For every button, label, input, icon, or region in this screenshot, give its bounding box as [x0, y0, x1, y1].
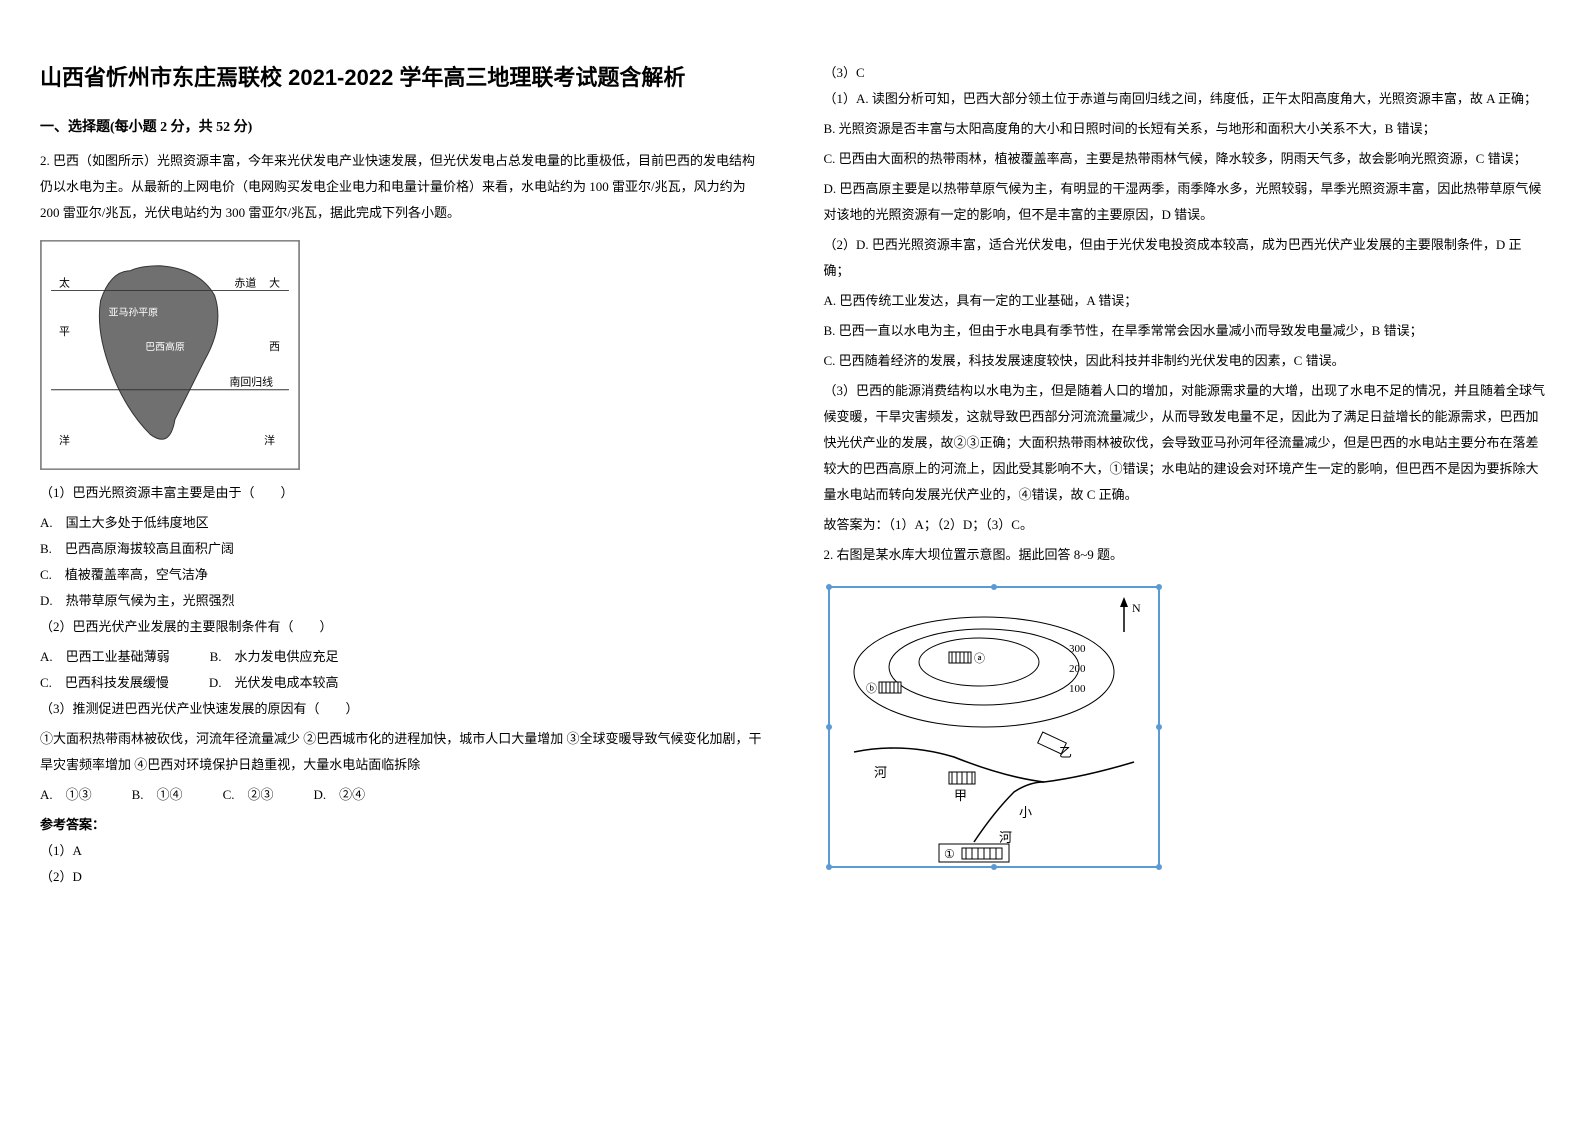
document-title: 山西省忻州市东庄焉联校 2021-2022 学年高三地理联考试题含解析 — [40, 60, 764, 92]
answer-1: （1）A — [40, 838, 764, 864]
contour-300: 300 — [1069, 643, 1086, 655]
sub-question-1: （1）巴西光照资源丰富主要是由于（ ） — [40, 480, 764, 506]
explanation-1b: B. 光照资源是否丰富与太阳高度角的大小和日照时间的长短有关系，与地形和面积大小… — [824, 116, 1548, 142]
explanation-1c: C. 巴西由大面积的热带雨林，植被覆盖率高，主要是热带雨林气候，降水较多，阴雨天… — [824, 146, 1548, 172]
explanation-final: 故答案为：（1）A；（2）D；（3）C。 — [824, 512, 1548, 538]
explanation-2c: C. 巴西随着经济的发展，科技发展速度较快，因此科技并非制约光伏发电的因素，C … — [824, 348, 1548, 374]
explanation-1a: （1）A. 读图分析可知，巴西大部分领土位于赤道与南回归线之间，纬度低，正午太阳… — [824, 86, 1548, 112]
marker-b — [879, 682, 901, 693]
option-3c: C. ②③ — [223, 782, 274, 808]
river-label-3: 河 — [999, 830, 1012, 845]
brazil-map-figure: 赤道 大 南回归线 西 亚马孙平原 巴西高原 太 平 洋 洋 — [40, 240, 300, 470]
river-label-1: 河 — [874, 765, 887, 780]
option-1a: A. 国土大多处于低纬度地区 — [40, 510, 764, 536]
marker-a-label: ⓐ — [974, 652, 985, 665]
explanation-1d: D. 巴西高原主要是以热带草原气候为主，有明显的干湿两季，雨季降水多，光照较弱，… — [824, 176, 1548, 228]
explanation-3: （3）巴西的能源消费结构以水电为主，但是随着人口的增加，对能源需求量的大增，出现… — [824, 378, 1548, 508]
highland-label: 巴西高原 — [145, 340, 185, 353]
north-label: N — [1132, 601, 1141, 615]
pacific-label-top: 太 — [59, 277, 70, 290]
river-label-2: 小 — [1019, 805, 1032, 820]
option-2b: B. 水力发电供应充足 — [210, 644, 339, 670]
contour-200: 200 — [1069, 663, 1086, 675]
right-column: （3）C （1）A. 读图分析可知，巴西大部分领土位于赤道与南回归线之间，纬度低… — [824, 60, 1548, 1062]
option-3b: B. ①④ — [132, 782, 183, 808]
equator-label: 赤道 — [234, 276, 256, 290]
option-2c: C. 巴西科技发展缓慢 — [40, 670, 169, 696]
sub-question-3: （3）推测促进巴西光伏产业快速发展的原因有（ ） — [40, 696, 764, 722]
question-intro: 2. 巴西（如图所示）光照资源丰富，今年来光伏发电产业快速发展，但光伏发电占总发… — [40, 148, 764, 226]
option-2d: D. 光伏发电成本较高 — [209, 670, 339, 696]
explanation-2a: A. 巴西传统工业发达，具有一定的工业基础，A 错误； — [824, 288, 1548, 314]
marker-a — [949, 652, 971, 663]
explanation-2d: （2）D. 巴西光照资源丰富，适合光伏发电，但由于光伏发电投资成本较高，成为巴西… — [824, 232, 1548, 284]
atlantic-label: 大 — [269, 276, 280, 290]
answer-2: （2）D — [40, 864, 764, 890]
reservoir-contour-figure: N 300 200 100 河 小 河 — [824, 582, 1164, 872]
west-label: 西 — [269, 341, 280, 353]
option-3a: A. ①③ — [40, 782, 92, 808]
pacific-label-mid: 平 — [59, 326, 70, 338]
sub-question-3-opts: ①大面积热带雨林被砍伐，河流年径流量减少 ②巴西城市化的进程加快，城市人口大量增… — [40, 726, 764, 778]
answer-3: （3）C — [824, 60, 1548, 86]
option-1b: B. 巴西高原海拔较高且面积广阔 — [40, 536, 764, 562]
marker-b-label: ⓑ — [866, 682, 877, 695]
ocean-left-label: 洋 — [59, 433, 70, 447]
answer-label: 参考答案： — [40, 812, 764, 838]
dam-yi-label: 乙 — [1059, 745, 1072, 760]
tropic-label: 南回归线 — [229, 375, 273, 389]
option-1c: C. 植被覆盖率高，空气洁净 — [40, 562, 764, 588]
legend-num: ① — [944, 847, 955, 861]
option-3d: D. ②④ — [313, 782, 365, 808]
dam-jia — [949, 772, 975, 784]
section-header: 一、选择题(每小题 2 分，共 52 分) — [40, 116, 764, 136]
legend-box: ① — [939, 844, 1009, 862]
dam-jia-label: 甲 — [954, 788, 967, 803]
option-2a: A. 巴西工业基础薄弱 — [40, 644, 170, 670]
question-3-intro: 2. 右图是某水库大坝位置示意图。据此回答 8~9 题。 — [824, 542, 1548, 568]
contour-100: 100 — [1069, 683, 1086, 695]
left-column: 山西省忻州市东庄焉联校 2021-2022 学年高三地理联考试题含解析 一、选择… — [40, 60, 764, 1062]
ocean-right-label: 洋 — [264, 433, 275, 447]
amazon-label: 亚马孙平原 — [109, 305, 159, 318]
explanation-2b: B. 巴西一直以水电为主，但由于水电具有季节性，在旱季常常会因水量减小而导致发电… — [824, 318, 1548, 344]
sub-question-2: （2）巴西光伏产业发展的主要限制条件有（ ） — [40, 614, 764, 640]
option-1d: D. 热带草原气候为主，光照强烈 — [40, 588, 764, 614]
